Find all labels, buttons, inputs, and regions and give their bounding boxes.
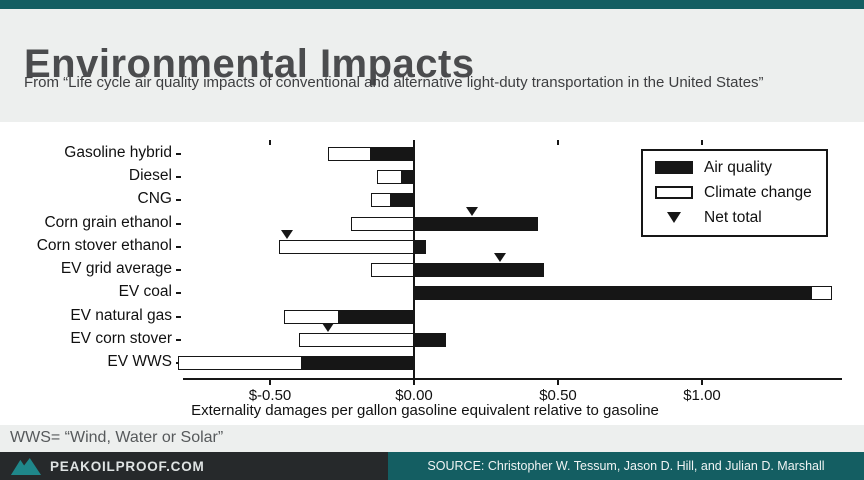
bar-air-quality [414,286,812,301]
x-tick-label: $1.00 [683,387,721,404]
source-text: SOURCE: Christopher W. Tessum, Jason D. … [427,459,825,473]
x-axis-title: Externality damages per gallon gasoline … [191,402,659,419]
legend-label-net-total: Net total [704,208,762,226]
triangle-down-icon [667,212,681,223]
net-total-marker [465,206,478,216]
bar-climate-change [278,239,414,254]
x-axis-line [183,378,842,380]
bar-climate-change [376,170,403,185]
wws-note: WWS= “Wind, Water or Solar” [10,429,224,446]
bar-air-quality [414,239,426,254]
category-label: EV coal [118,283,172,301]
bar-climate-change [811,286,832,301]
x-tick [413,380,415,385]
bar-climate-change [327,147,371,161]
y-tick [176,292,181,295]
legend-item-air-quality: Air quality [655,155,826,180]
x-tick [557,380,559,385]
y-tick [176,269,181,272]
climate-change-swatch [655,186,693,199]
bar-climate-change [350,216,414,231]
y-tick [176,222,181,225]
y-tick [176,176,181,179]
bar-climate-change [177,355,302,370]
bar-air-quality [402,170,414,185]
top-accent-bar [0,0,864,9]
site-name: PEAKOILPROOF.COM [50,458,205,474]
category-label: EV WWS [107,352,172,370]
y-tick [176,199,181,202]
bar-air-quality [301,355,414,370]
air-quality-swatch [655,161,693,174]
category-label: EV grid average [60,260,172,278]
legend: Air quality Climate change Net total [641,149,828,237]
zero-line [413,140,415,378]
bar-air-quality [414,216,538,231]
subtitle: From “Life cycle air quality impacts of … [24,74,764,91]
category-label: Diesel [128,167,172,185]
x-tick [269,380,271,385]
x-top-tick [557,140,559,145]
x-top-tick [413,140,415,145]
net-total-marker [281,229,294,239]
category-label: EV natural gas [70,306,172,324]
bar-climate-change [298,332,414,347]
legend-label-climate-change: Climate change [704,183,812,201]
x-tick-label: $-0.50 [248,387,292,404]
page-title: Environmental Impacts [24,41,475,86]
category-label: EV corn stover [70,329,172,347]
category-label: Corn grain ethanol [44,213,172,231]
bar-air-quality [390,193,414,208]
source-bar: SOURCE: Christopher W. Tessum, Jason D. … [388,452,864,480]
legend-item-net-total: Net total [655,205,826,230]
bar-air-quality [414,332,446,347]
x-tick [701,380,703,385]
y-tick [176,245,181,248]
y-tick [176,338,181,341]
legend-label-air-quality: Air quality [704,158,773,176]
net-total-marker [494,253,507,263]
net-total-marker [321,322,334,332]
x-top-tick [701,140,703,145]
bar-climate-change [370,263,414,278]
category-label: Gasoline hybrid [64,144,172,161]
bar-climate-change [370,193,391,208]
x-tick-label: $0.50 [539,387,577,404]
bar-air-quality [370,147,414,161]
category-label: CNG [137,190,172,208]
y-tick [176,315,181,318]
x-top-tick [269,140,271,145]
bar-air-quality [414,263,544,278]
mountain-logo-icon [10,457,42,475]
net-total-swatch [655,212,693,223]
x-tick-label: $0.00 [395,387,433,404]
bar-air-quality [339,309,414,324]
category-label: Corn stover ethanol [36,236,172,254]
bar-climate-change [284,309,340,324]
y-tick [176,153,181,155]
footer: PEAKOILPROOF.COM SOURCE: Christopher W. … [0,452,864,480]
legend-item-climate-change: Climate change [655,180,826,205]
